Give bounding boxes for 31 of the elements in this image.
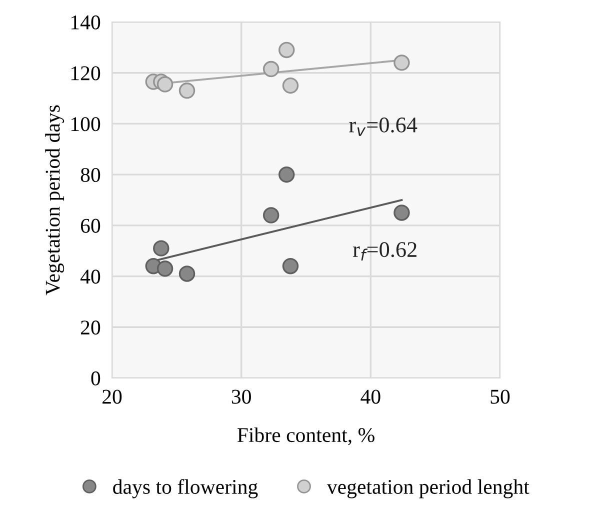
- legend-label: days to flowering: [113, 479, 258, 498]
- y-tick-label: 140: [71, 15, 100, 30]
- y-tick-label: 20: [80, 320, 100, 335]
- y-tick-label: 80: [80, 168, 100, 182]
- point: [278, 166, 295, 183]
- legend-label: vegetation period lenght: [326, 479, 530, 498]
- point: [282, 77, 299, 94]
- x-tick-label: 20: [102, 390, 122, 404]
- y-axis-title: Vegetation period days: [45, 105, 64, 296]
- point: [262, 207, 280, 224]
- point: [156, 260, 174, 277]
- y-tick-label: 0: [91, 371, 100, 386]
- y-tick-label: 120: [71, 66, 100, 80]
- point: [178, 266, 196, 282]
- point: [394, 54, 410, 71]
- point: [394, 204, 410, 221]
- x-tick-label: 40: [360, 390, 380, 404]
- point: [282, 258, 299, 274]
- y-tick-label: 40: [80, 270, 100, 284]
- annotation: r$_{f}$=0.62: [353, 242, 416, 260]
- annotation: r$_{v}$=0.64: [349, 117, 418, 136]
- x-tick-label: 30: [232, 390, 251, 404]
- point: [153, 240, 170, 256]
- point: [262, 60, 280, 78]
- y-tick-label: 60: [80, 218, 100, 233]
- point: [178, 82, 196, 99]
- y-tick-label: 100: [71, 117, 100, 132]
- point: [156, 76, 174, 92]
- x-axis-title: Fibre content, %: [237, 427, 374, 446]
- point: [278, 42, 295, 58]
- x-tick-label: 50: [490, 390, 510, 404]
